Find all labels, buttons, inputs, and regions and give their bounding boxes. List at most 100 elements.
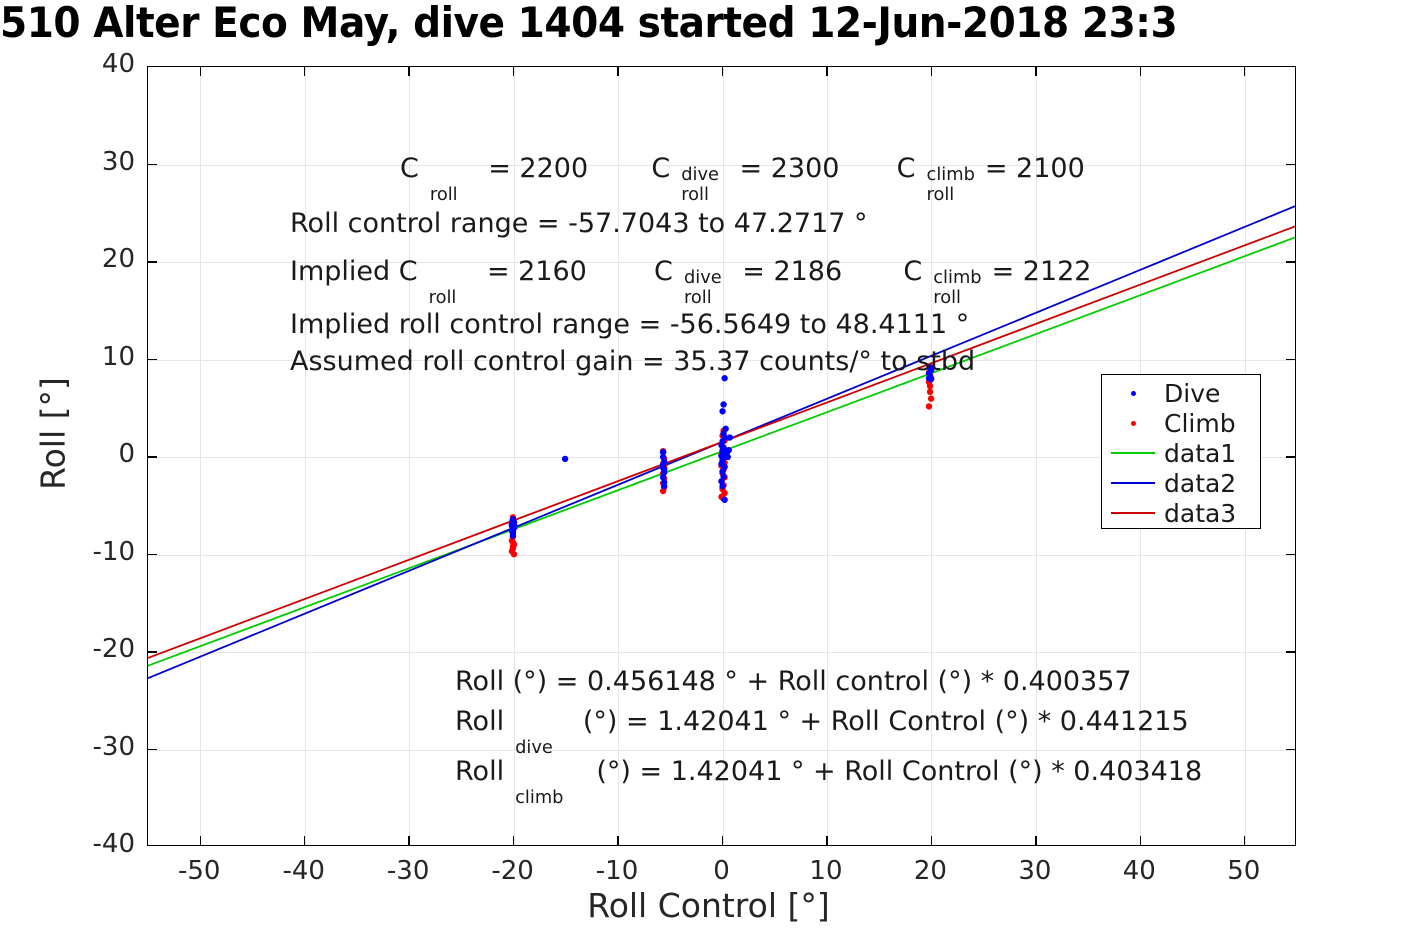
data-point-dive bbox=[509, 516, 517, 523]
y-tick bbox=[148, 748, 157, 751]
y-tick-label: 0 bbox=[118, 439, 135, 469]
data-point-dive bbox=[719, 408, 726, 415]
x-tick-label: 0 bbox=[713, 856, 730, 886]
x-tick bbox=[1244, 67, 1246, 76]
annotation-gain: Assumed roll control gain = 35.37 counts… bbox=[290, 346, 976, 377]
y-tick bbox=[148, 651, 157, 653]
data-point-dive bbox=[660, 482, 668, 490]
y-tick bbox=[148, 163, 157, 166]
c-roll-value: = 2200 bbox=[488, 153, 589, 184]
x-tick bbox=[721, 67, 724, 76]
legend-marker-line-icon bbox=[1102, 482, 1164, 484]
data-point-dive bbox=[721, 463, 728, 470]
eq-climb-base: Roll bbox=[455, 756, 505, 787]
data-point-dive bbox=[659, 474, 667, 481]
y-tick bbox=[148, 358, 157, 361]
x-tick-label: 50 bbox=[1227, 856, 1261, 886]
gridline-horizontal bbox=[148, 554, 1295, 556]
y-axis-title: Roll [°] bbox=[33, 377, 73, 490]
x-tick bbox=[303, 836, 306, 845]
eq-climb-rest: (°) = 1.42041 ° + Roll Control (°) * 0.4… bbox=[596, 756, 1203, 787]
y-tick bbox=[1286, 651, 1295, 653]
implied-c-roll-value: = 2160 bbox=[486, 256, 587, 287]
y-tick-label: 40 bbox=[101, 49, 135, 79]
legend-item-dive[interactable]: Dive bbox=[1102, 378, 1260, 408]
legend-swatch bbox=[1130, 420, 1136, 426]
gridline-horizontal bbox=[148, 164, 1295, 166]
y-tick bbox=[148, 261, 157, 263]
implied-c-dive-value: = 2186 bbox=[742, 256, 843, 287]
x-tick bbox=[826, 836, 828, 845]
legend-label: data2 bbox=[1164, 468, 1237, 498]
data-point-dive bbox=[510, 521, 518, 529]
data-point-dive bbox=[509, 532, 517, 539]
y-tick bbox=[1286, 261, 1295, 263]
x-tick-label: -40 bbox=[282, 856, 325, 886]
legend-swatch bbox=[1111, 482, 1155, 484]
legend-swatch bbox=[1130, 390, 1136, 396]
data-point-dive bbox=[726, 434, 734, 441]
equation-roll: Roll (°) = 0.456148 ° + Roll control (°)… bbox=[455, 666, 1132, 697]
x-tick bbox=[930, 67, 933, 76]
x-tick bbox=[303, 67, 306, 76]
implied-c-climb-value: = 2122 bbox=[991, 256, 1092, 287]
legend-swatch bbox=[1111, 452, 1155, 454]
data-point-climb bbox=[925, 403, 933, 410]
x-tick bbox=[199, 836, 201, 845]
equation-roll-climb: Roll climb (°) = 1.42041 ° + Roll Control… bbox=[455, 756, 1203, 809]
x-tick-label: -50 bbox=[177, 856, 221, 886]
data-point-dive bbox=[719, 468, 726, 475]
c-roll-symbol: C bbox=[400, 153, 419, 184]
gridline-vertical bbox=[513, 67, 515, 845]
gridline-vertical bbox=[931, 67, 933, 845]
x-tick bbox=[1139, 67, 1141, 76]
x-tick bbox=[512, 836, 515, 845]
legend-marker-dot-icon bbox=[1102, 390, 1164, 396]
y-tick bbox=[1286, 358, 1295, 361]
legend-item-data3[interactable]: data3 bbox=[1102, 498, 1260, 528]
x-tick bbox=[1244, 836, 1246, 845]
implied-c-climb-symbol: C bbox=[903, 256, 923, 287]
legend-label: data1 bbox=[1164, 438, 1237, 468]
annotation-roll-control-range: Roll control range = -57.7043 to 47.2717… bbox=[290, 208, 868, 239]
y-tick-label: -30 bbox=[92, 731, 135, 762]
legend-label: Climb bbox=[1164, 408, 1236, 438]
y-tick bbox=[1286, 456, 1295, 458]
data-point-dive bbox=[719, 482, 726, 490]
x-tick bbox=[408, 67, 410, 76]
y-tick-label: 30 bbox=[101, 146, 135, 177]
y-tick-label: -40 bbox=[92, 829, 135, 859]
data-point-dive bbox=[659, 448, 667, 456]
x-tick-label: -10 bbox=[595, 856, 639, 886]
data-point-dive bbox=[722, 425, 729, 432]
x-tick bbox=[721, 836, 724, 845]
eq-dive-rest: (°) = 1.42041 ° + Roll Control (°) * 0.4… bbox=[582, 706, 1189, 737]
c-dive-value: = 2300 bbox=[739, 153, 840, 184]
legend-label: Dive bbox=[1164, 378, 1221, 408]
y-tick-label: 20 bbox=[101, 244, 135, 274]
x-axis-title: Roll Control [°] bbox=[587, 886, 830, 925]
x-tick-label: 10 bbox=[809, 856, 843, 886]
data-point-dive bbox=[659, 453, 667, 461]
gridline-vertical bbox=[409, 67, 411, 845]
data-point-dive bbox=[720, 473, 727, 480]
legend-item-data1[interactable]: data1 bbox=[1102, 438, 1260, 468]
implied-c-roll-prefix: Implied C bbox=[290, 256, 418, 287]
data-point-climb bbox=[926, 388, 934, 396]
data-point-dive bbox=[720, 401, 727, 408]
data-point-dive bbox=[721, 375, 728, 382]
x-tick bbox=[1035, 836, 1037, 845]
data-point-climb bbox=[659, 487, 667, 495]
gridline-vertical bbox=[826, 67, 828, 845]
y-tick bbox=[148, 553, 157, 556]
legend-item-data2[interactable]: data2 bbox=[1102, 468, 1260, 498]
data-point-dive bbox=[721, 496, 728, 503]
x-tick-label: -30 bbox=[386, 856, 430, 886]
gridline-horizontal bbox=[148, 359, 1295, 361]
legend-item-climb[interactable]: Climb bbox=[1102, 408, 1260, 438]
x-tick bbox=[512, 67, 515, 76]
gridline-vertical bbox=[200, 67, 202, 845]
data-point-dive bbox=[925, 375, 933, 382]
